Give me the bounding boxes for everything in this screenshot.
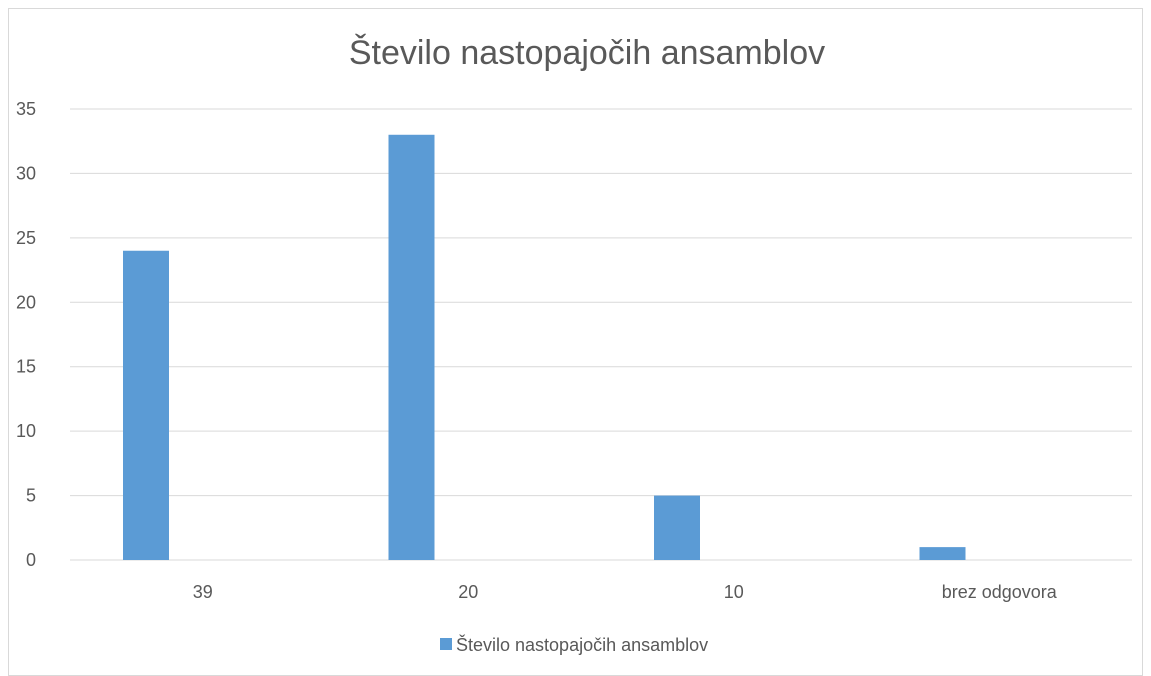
legend: Število nastopajočih ansamblov <box>440 634 708 655</box>
bar <box>388 134 435 560</box>
legend-swatch <box>440 638 452 650</box>
y-tick-label: 25 <box>16 228 36 248</box>
y-tick-label: 10 <box>16 421 36 441</box>
y-tick-label: 0 <box>26 550 36 570</box>
y-axis: 0 5 10 15 20 25 30 35 <box>16 99 36 570</box>
legend-label: Število nastopajočih ansamblov <box>456 634 708 655</box>
x-tick-label: 10 <box>724 582 744 602</box>
bar <box>919 547 966 560</box>
y-tick-label: 30 <box>16 163 36 183</box>
y-tick-label: 35 <box>16 99 36 119</box>
chart-title: Število nastopajočih ansamblov <box>349 34 825 72</box>
gridlines <box>70 108 1132 561</box>
x-axis: 39 20 10 brez odgovora <box>193 582 1058 602</box>
bar <box>123 250 169 560</box>
x-tick-label: 39 <box>193 582 213 602</box>
x-tick-label: 20 <box>458 582 478 602</box>
y-tick-label: 20 <box>16 292 36 312</box>
x-tick-label: brez odgovora <box>942 582 1058 602</box>
bars <box>123 134 966 560</box>
y-tick-label: 15 <box>16 357 36 377</box>
chart-frame <box>8 8 1143 676</box>
y-tick-label: 5 <box>26 486 36 506</box>
bar <box>654 495 700 560</box>
